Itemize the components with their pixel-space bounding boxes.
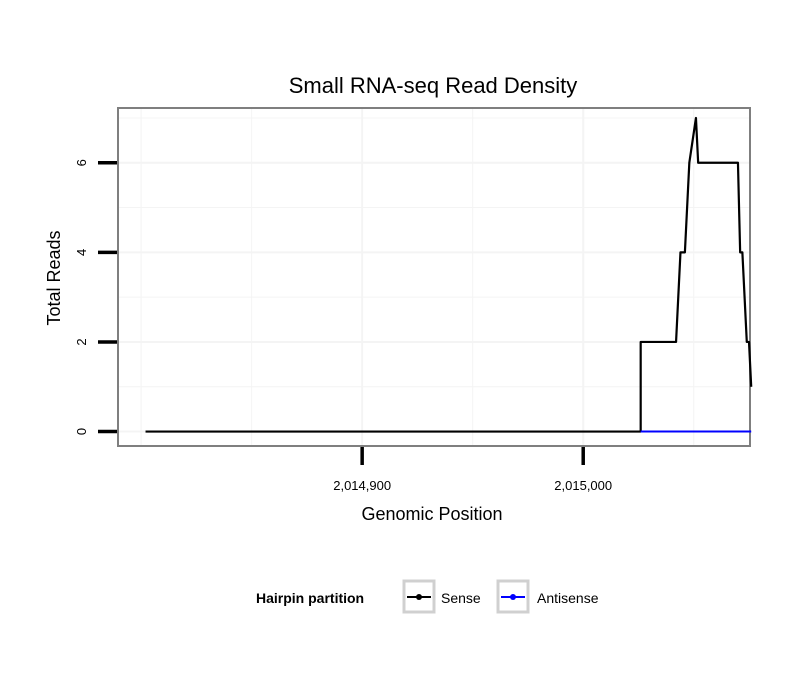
y-axis-title: Total Reads (44, 230, 64, 325)
series-layer (145, 116, 753, 433)
legend-label-sense: Sense (441, 590, 481, 606)
y-tick-label: 6 (74, 159, 89, 166)
legend-point-antisense (510, 594, 516, 600)
legend-label-antisense: Antisense (537, 590, 599, 606)
x-tick-label: 2,014,900 (333, 478, 391, 493)
y-tick-label: 2 (74, 338, 89, 345)
plot-panel-border (117, 107, 751, 447)
y-tick-label: 4 (74, 249, 89, 256)
x-axis: 2,014,900 2,015,000 (333, 447, 612, 493)
series-line-sense (145, 116, 753, 433)
x-tick-label: 2,015,000 (554, 478, 612, 493)
y-tick-label: 0 (74, 428, 89, 435)
legend-title: Hairpin partition (256, 590, 364, 606)
x-axis-title: Genomic Position (361, 504, 502, 524)
legend-point-sense (416, 594, 422, 600)
grid (119, 109, 749, 445)
legend: Hairpin partition Sense Antisense (256, 579, 599, 614)
y-axis: 0 2 4 6 (74, 159, 117, 435)
chart-title: Small RNA-seq Read Density (289, 73, 578, 98)
